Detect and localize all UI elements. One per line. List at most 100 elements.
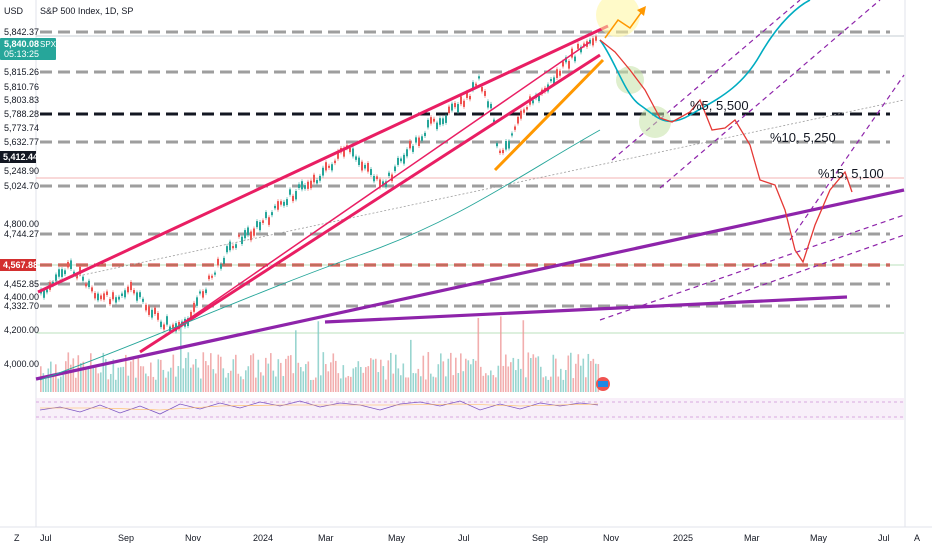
purple-support-line-lower <box>324 295 848 324</box>
volume-bar <box>570 352 572 392</box>
volume-bar <box>517 358 520 392</box>
volume-bar <box>490 370 492 392</box>
volume-bar <box>120 367 122 392</box>
volume-bar <box>362 372 365 392</box>
volume-bar <box>445 376 447 392</box>
candle-body <box>199 291 201 294</box>
volume-bar <box>422 355 425 392</box>
candle-body <box>46 289 48 293</box>
candle-body <box>469 95 471 100</box>
candle-body <box>310 180 312 189</box>
volume-bar <box>510 362 512 392</box>
candle-body <box>130 281 132 291</box>
candle-body <box>313 174 315 183</box>
volume-bar <box>290 355 292 392</box>
volume-bar <box>390 352 392 392</box>
volume-bar <box>567 355 570 392</box>
candle-body <box>562 61 564 67</box>
candle-body <box>550 79 552 82</box>
candle-body <box>67 262 69 268</box>
candle-body <box>115 297 117 303</box>
volume-bar <box>257 359 260 392</box>
volume-bar <box>195 358 197 392</box>
volume-bar <box>215 373 217 392</box>
volume-bar <box>357 361 360 392</box>
volume-bar <box>182 368 185 392</box>
candle-body <box>292 195 294 202</box>
candle-body <box>328 165 330 168</box>
highlighted-price-box <box>0 259 36 271</box>
candle-body <box>406 149 408 157</box>
candle-body <box>205 289 207 294</box>
candle-body <box>484 90 486 96</box>
candle-body <box>481 86 483 92</box>
volume-bar <box>107 379 110 392</box>
candle-body <box>508 141 510 149</box>
volume-bar <box>287 355 290 392</box>
volume-bar <box>405 377 407 392</box>
candle-body <box>499 150 501 154</box>
volume-bar <box>402 363 405 392</box>
candle-body <box>523 109 525 113</box>
volume-bar <box>87 368 90 392</box>
volume-bar <box>260 372 262 392</box>
candle-body <box>475 83 477 86</box>
candle-body <box>139 292 141 298</box>
candle-body <box>325 162 327 171</box>
candle-body <box>160 321 162 328</box>
x-tick-label: 2024 <box>253 533 273 543</box>
volume-bar <box>112 359 115 392</box>
volume-bar <box>162 369 165 392</box>
volume-bar <box>482 375 485 392</box>
candle-body <box>295 191 297 200</box>
volume-bar <box>455 357 457 392</box>
time-axis: Jul Sep Nov 2024 Mar May Jul Sep Nov 2025 Mar May Ju… <box>40 533 890 543</box>
volume-bar <box>385 379 387 392</box>
volume-bar <box>65 361 67 392</box>
volume-bar <box>192 364 195 392</box>
volume-bar <box>317 321 320 392</box>
volume-bar <box>172 354 175 392</box>
candle-body <box>235 244 237 248</box>
candle-body <box>358 157 360 165</box>
volume-bar <box>540 366 542 392</box>
candle-body <box>415 137 417 143</box>
volume-bar <box>52 373 55 392</box>
volume-bar <box>550 376 552 392</box>
candle-body <box>412 146 414 152</box>
candle-body <box>568 60 570 69</box>
candle-body <box>211 275 213 278</box>
volume-bar <box>350 376 352 392</box>
symbol-tag: SPX <box>40 40 57 49</box>
candle-body <box>538 95 540 102</box>
volume-bar <box>372 359 375 392</box>
volume-bar <box>535 357 537 392</box>
candle-body <box>379 179 381 188</box>
volume-bar <box>457 373 460 392</box>
volume-bar <box>255 377 257 392</box>
candle-body <box>241 236 243 245</box>
candle-body <box>595 36 597 41</box>
volume-bar <box>125 354 127 392</box>
candle-body <box>580 46 582 53</box>
candle-body <box>133 290 135 294</box>
timezone-glyph[interactable]: Z <box>14 533 20 543</box>
volume-bar <box>267 363 270 392</box>
volume-bar <box>520 368 522 392</box>
candle-body <box>253 228 255 236</box>
volume-bar <box>597 364 600 392</box>
volume-bar <box>72 358 75 392</box>
candle-body <box>196 297 198 306</box>
y-tick-label: 5,773.74 <box>4 123 39 133</box>
volume-bar <box>185 357 187 392</box>
volume-bar <box>477 317 480 392</box>
volume-bar <box>95 367 97 392</box>
candle-body <box>217 258 219 266</box>
candle-body <box>232 246 234 249</box>
volume-bar <box>440 353 442 392</box>
candle-body <box>172 324 174 329</box>
candle-body <box>394 166 396 172</box>
volume-bar <box>572 378 575 392</box>
auto-scale-button[interactable]: A <box>914 533 920 543</box>
